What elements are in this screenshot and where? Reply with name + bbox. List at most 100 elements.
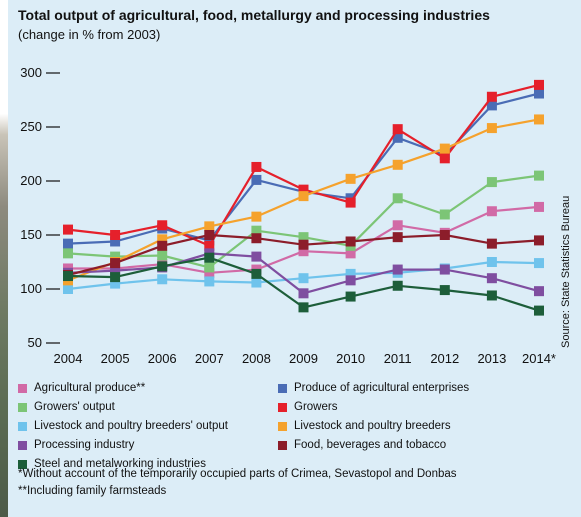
data-point bbox=[298, 246, 309, 257]
data-point bbox=[251, 251, 262, 262]
y-tick-label: 100 bbox=[20, 281, 42, 296]
chart-title: Total output of agricultural, food, meta… bbox=[18, 7, 490, 23]
data-point bbox=[204, 240, 215, 251]
x-tick-label: 2006 bbox=[148, 351, 177, 366]
x-tick-label: 2010 bbox=[336, 351, 365, 366]
data-point bbox=[298, 232, 309, 243]
data-point bbox=[110, 251, 121, 262]
data-point bbox=[298, 288, 309, 299]
data-point bbox=[251, 211, 262, 222]
x-tick-label: 2007 bbox=[195, 351, 224, 366]
data-point bbox=[204, 262, 215, 273]
data-point bbox=[157, 240, 168, 251]
footnote-farmsteads: **Including family farmsteads bbox=[18, 485, 167, 497]
legend-label: Steel and metalworking industries bbox=[34, 458, 206, 470]
data-point bbox=[534, 170, 544, 181]
data-point bbox=[204, 221, 215, 232]
data-point bbox=[298, 239, 309, 250]
data-point bbox=[157, 274, 168, 285]
data-point bbox=[439, 209, 450, 220]
line-chart: 50 100 150 200 250 300 2004 2005 2006 2007 2008 200… bbox=[20, 65, 556, 366]
data-point bbox=[204, 235, 215, 246]
y-tick-label: 150 bbox=[20, 227, 42, 242]
y-tick-label: 50 bbox=[28, 335, 42, 350]
data-point bbox=[534, 114, 544, 125]
legend-item: Growers bbox=[278, 401, 337, 413]
data-point bbox=[392, 232, 403, 243]
legend-item: Produce of agricultural enterprises bbox=[278, 382, 469, 394]
legend-label: Processing industry bbox=[34, 439, 135, 451]
data-point bbox=[110, 236, 121, 247]
source-note: Source: State Statistics Bureau bbox=[560, 195, 572, 348]
data-point bbox=[439, 285, 450, 296]
data-point bbox=[345, 236, 356, 247]
data-point bbox=[63, 238, 73, 249]
legend-label: Livestock and poultry breeders bbox=[294, 420, 451, 432]
legend-item: Livestock and poultry breeders bbox=[278, 420, 451, 432]
data-point bbox=[534, 88, 544, 99]
data-point bbox=[486, 177, 497, 188]
data-point bbox=[298, 302, 309, 313]
data-point bbox=[251, 161, 262, 172]
data-point bbox=[486, 100, 497, 111]
data-point bbox=[345, 291, 356, 302]
data-point bbox=[392, 193, 403, 204]
legend-label: Produce of agricultural enterprises bbox=[294, 382, 470, 394]
data-point bbox=[110, 258, 121, 269]
data-point bbox=[298, 191, 309, 202]
legend-swatch bbox=[18, 402, 27, 412]
data-point bbox=[251, 277, 262, 288]
legend-swatch bbox=[18, 440, 27, 450]
legend-label: Growers' output bbox=[34, 401, 115, 413]
legend-item: Food, beverages and tobacco bbox=[278, 439, 446, 451]
data-point bbox=[110, 265, 121, 276]
x-tick-label: 2011 bbox=[384, 351, 412, 366]
data-point bbox=[534, 305, 544, 316]
data-point bbox=[157, 250, 168, 261]
footnote-territory: *Without account of the temporarily occu… bbox=[18, 468, 457, 480]
data-point bbox=[534, 235, 544, 246]
x-tick-label: 2009 bbox=[289, 351, 318, 366]
data-point bbox=[486, 273, 497, 284]
data-point bbox=[486, 257, 497, 267]
legend-swatch bbox=[18, 383, 27, 393]
y-tick-label: 300 bbox=[20, 65, 42, 80]
data-point bbox=[251, 233, 262, 244]
data-point bbox=[63, 224, 73, 235]
data-point bbox=[486, 206, 497, 217]
legend-item: Processing industry bbox=[18, 439, 134, 451]
data-point bbox=[345, 275, 356, 286]
data-point bbox=[392, 280, 403, 291]
data-point bbox=[345, 248, 356, 259]
legend-item: Livestock and poultry breeders' output bbox=[18, 420, 228, 432]
data-point bbox=[157, 234, 168, 245]
data-point bbox=[345, 268, 356, 279]
data-point bbox=[345, 173, 356, 184]
data-point bbox=[63, 248, 73, 259]
legend-item: Steel and metalworking industries bbox=[18, 458, 206, 470]
legend-swatch bbox=[278, 440, 287, 450]
data-point bbox=[486, 123, 497, 134]
data-point bbox=[110, 278, 121, 289]
data-point bbox=[298, 273, 309, 284]
legend-swatch bbox=[18, 421, 27, 431]
data-point bbox=[486, 238, 497, 249]
x-tick-label: 2012 bbox=[430, 351, 459, 366]
x-tick-label: 2008 bbox=[242, 351, 271, 366]
legend-label: Agricultural produce** bbox=[34, 382, 146, 394]
data-point bbox=[298, 184, 309, 195]
data-point bbox=[63, 271, 73, 282]
data-point bbox=[534, 258, 544, 269]
data-point bbox=[63, 284, 73, 294]
y-tick-label: 250 bbox=[20, 119, 42, 134]
x-tick-label: 2014* bbox=[522, 351, 556, 366]
data-point bbox=[204, 267, 215, 278]
data-point bbox=[251, 225, 262, 236]
data-point bbox=[204, 276, 215, 287]
chart-panel bbox=[8, 0, 581, 517]
data-point bbox=[251, 174, 262, 185]
data-point bbox=[204, 252, 215, 263]
legend-item: Agricultural produce** bbox=[18, 382, 145, 394]
chart-subtitle: (change in % from 2003) bbox=[18, 27, 161, 42]
legend-swatch bbox=[278, 421, 287, 431]
